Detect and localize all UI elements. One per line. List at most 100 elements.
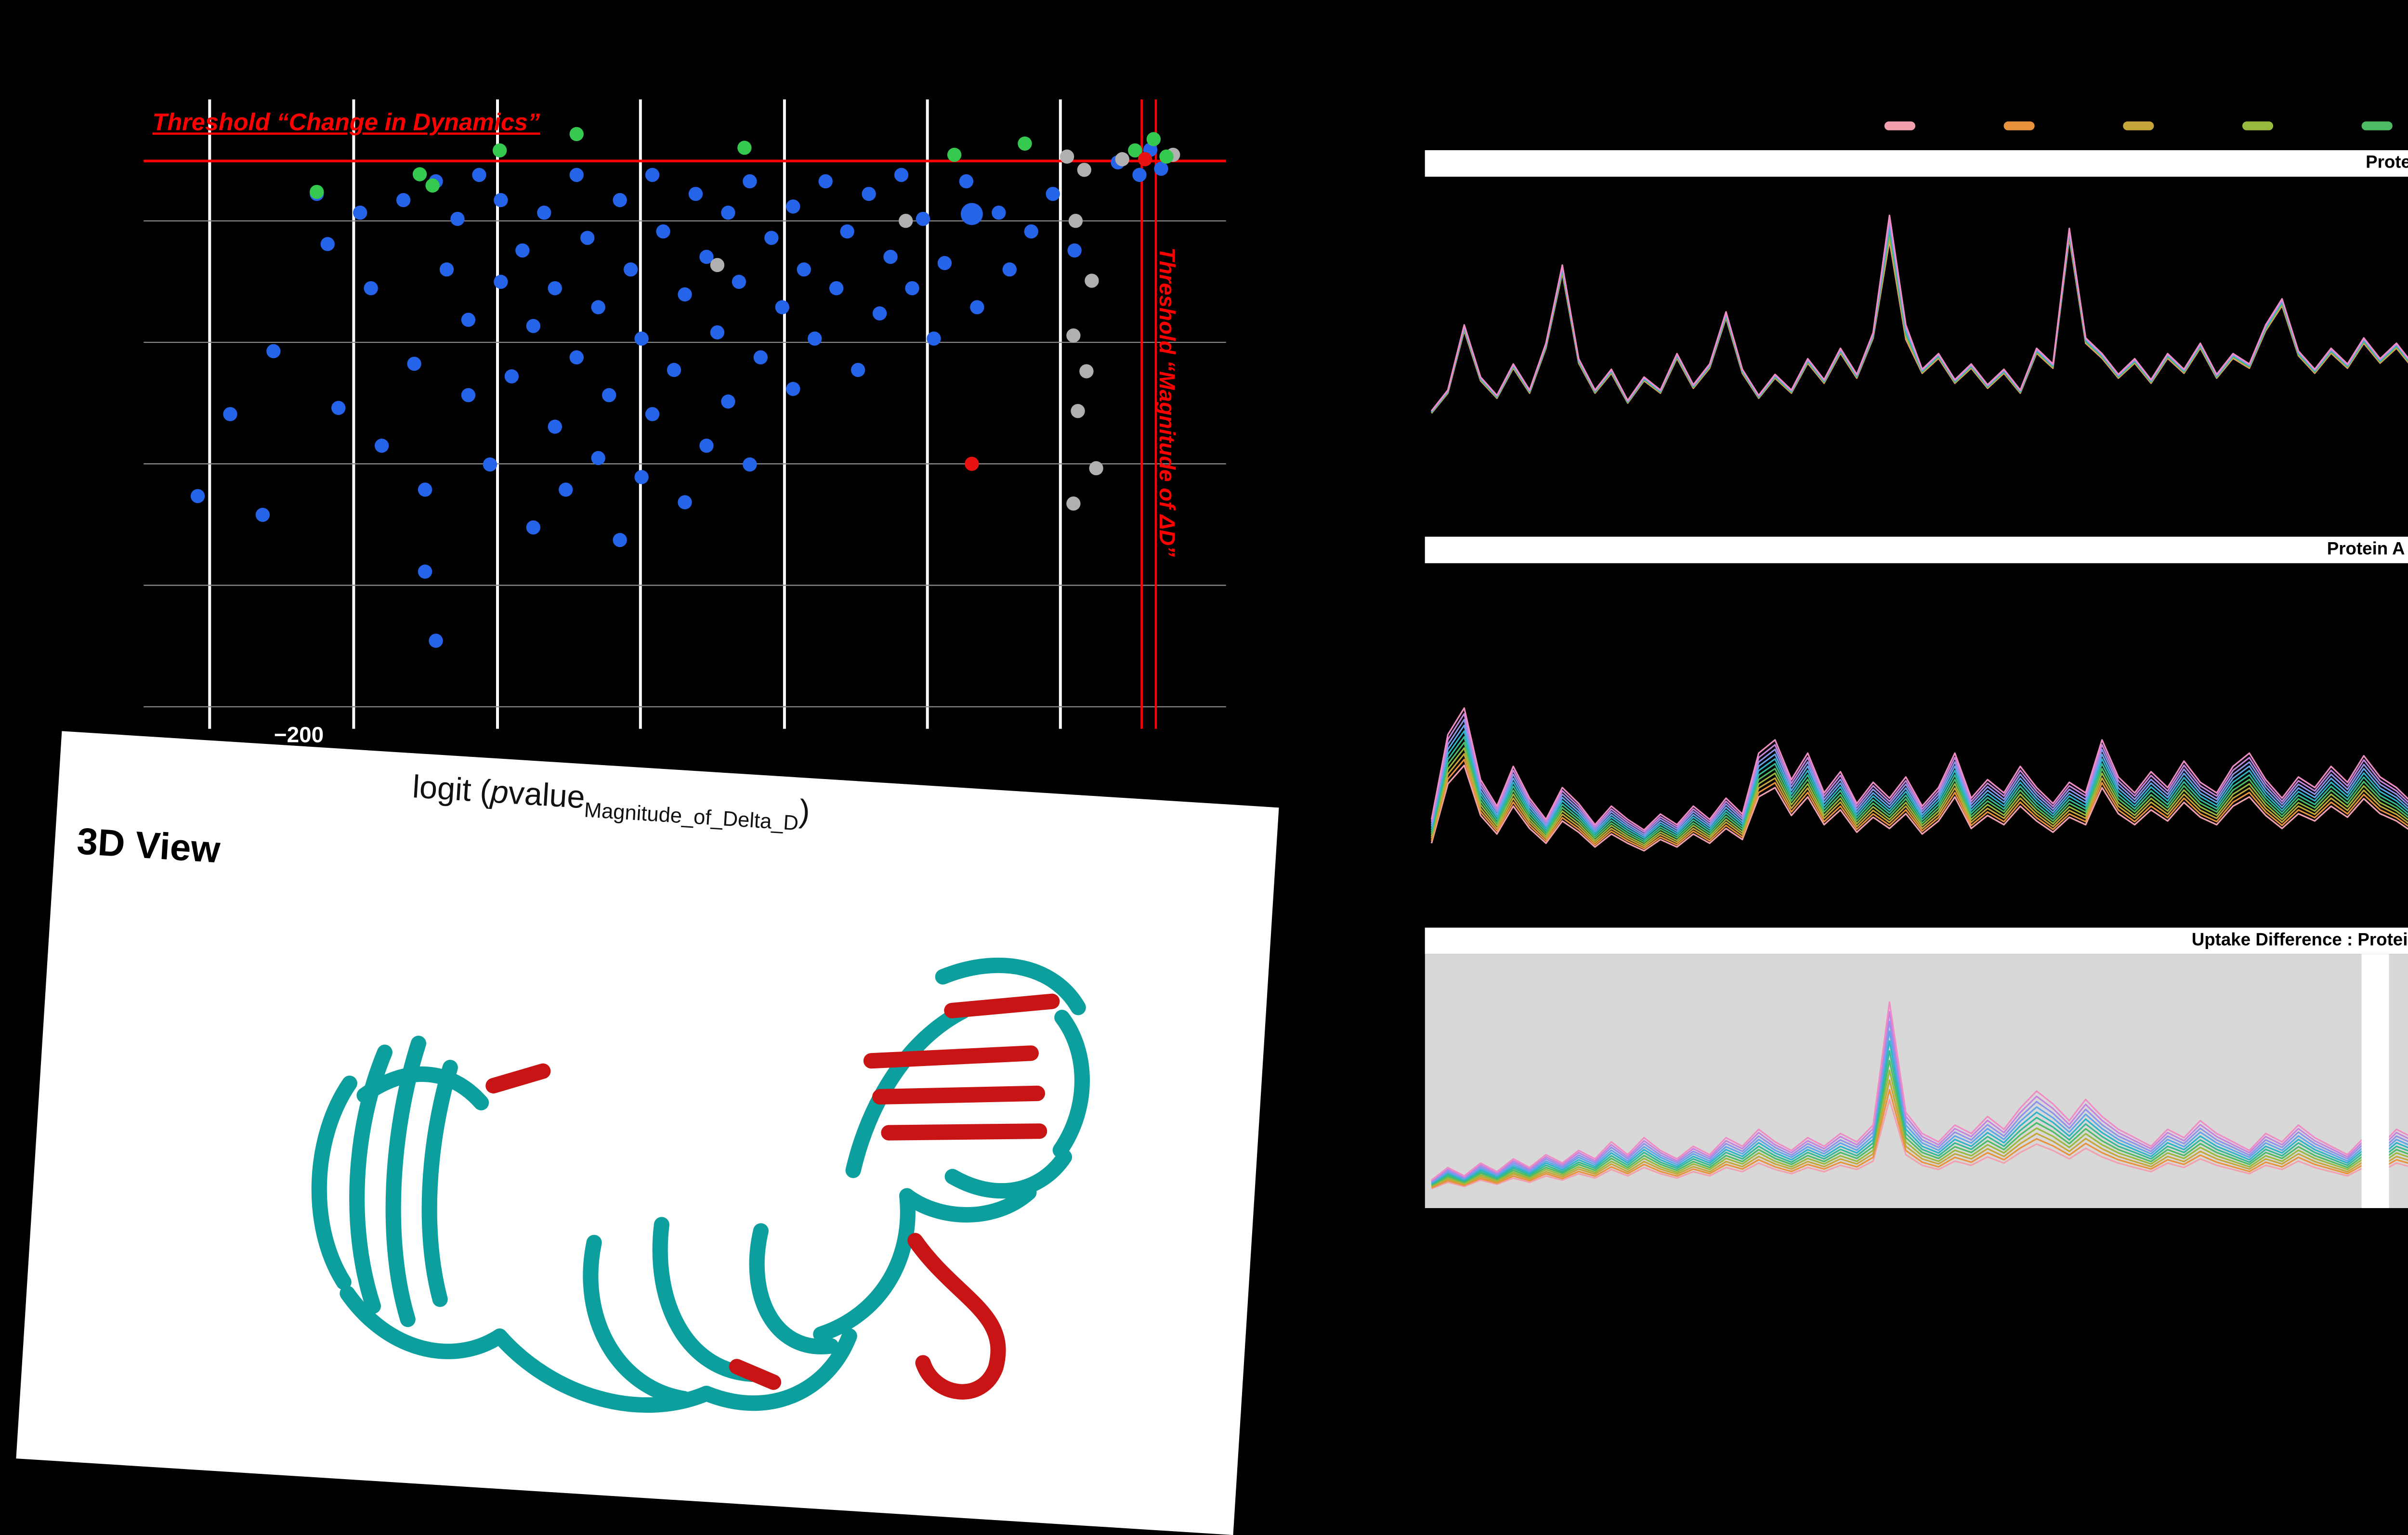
volcano-point-blue[interactable] xyxy=(407,356,421,371)
volcano-point-blue[interactable] xyxy=(634,331,649,346)
volcano-point-blue[interactable] xyxy=(515,243,530,258)
volcano-point-blue[interactable] xyxy=(472,168,486,182)
volcano-point-blue[interactable] xyxy=(1132,168,1147,182)
volcano-point-red[interactable] xyxy=(1138,152,1152,167)
volcano-point-blue[interactable] xyxy=(223,407,237,421)
uptake-series-line[interactable] xyxy=(1431,227,2408,426)
uptake-series-line[interactable] xyxy=(1430,682,2408,844)
volcano-point-green[interactable] xyxy=(425,178,440,193)
volcano-point-gray[interactable] xyxy=(1115,152,1129,167)
volcano-point-blue[interactable] xyxy=(894,168,909,182)
volcano-point-gray[interactable] xyxy=(1077,163,1092,177)
volcano-point-blue[interactable] xyxy=(602,388,616,403)
volcano-point-gray[interactable] xyxy=(1085,273,1099,288)
volcano-point-blue[interactable] xyxy=(645,407,660,421)
volcano-point-gray[interactable] xyxy=(1079,364,1094,378)
volcano-point-blue[interactable] xyxy=(743,457,757,472)
uptake-series-line[interactable] xyxy=(1431,1089,2408,1189)
volcano-point-blue[interactable] xyxy=(613,533,627,547)
volcano-point-blue[interactable] xyxy=(1024,224,1038,239)
uptake-series-line[interactable] xyxy=(1431,1060,2408,1186)
volcano-point-green[interactable] xyxy=(1018,136,1032,151)
volcano-point-blue[interactable] xyxy=(559,482,573,497)
volcano-point-blue[interactable] xyxy=(580,231,595,245)
uptake-series-line[interactable] xyxy=(1430,650,2408,835)
volcano-point-blue[interactable] xyxy=(461,312,476,327)
volcano-point-blue[interactable] xyxy=(569,168,584,182)
uptake-series-line[interactable] xyxy=(1431,220,2408,412)
volcano-point-green[interactable] xyxy=(1146,132,1161,146)
volcano-point-blue[interactable] xyxy=(818,174,833,189)
volcano-point-gray[interactable] xyxy=(1066,496,1081,511)
volcano-point-blue-large[interactable] xyxy=(960,203,983,225)
uptake-series-line[interactable] xyxy=(1431,214,2408,412)
volcano-point-blue[interactable] xyxy=(937,256,952,271)
uptake-series-line[interactable] xyxy=(1431,230,2408,432)
volcano-point-blue[interactable] xyxy=(688,187,703,201)
uptake-series-line[interactable] xyxy=(1431,222,2408,414)
volcano-point-blue[interactable] xyxy=(959,174,974,189)
volcano-point-blue[interactable] xyxy=(190,489,205,503)
uptake-series-line[interactable] xyxy=(1431,1050,2408,1185)
volcano-point-blue[interactable] xyxy=(1154,161,1168,176)
uptake-series-line[interactable] xyxy=(1431,1001,2408,1181)
legend-swatch-2[interactable] xyxy=(2003,121,2035,130)
volcano-point-blue[interactable] xyxy=(569,350,584,364)
uptake-series-line[interactable] xyxy=(1431,1020,2408,1183)
volcano-point-blue[interactable] xyxy=(494,274,508,289)
volcano-point-blue[interactable] xyxy=(786,199,800,214)
uptake-difference-chart[interactable] xyxy=(1425,954,2408,1209)
volcano-point-blue[interactable] xyxy=(613,193,627,208)
volcano-point-gray[interactable] xyxy=(1089,461,1103,476)
volcano-point-blue[interactable] xyxy=(374,438,389,453)
volcano-point-green[interactable] xyxy=(1128,143,1142,158)
uptake-series-line[interactable] xyxy=(1430,666,2408,839)
volcano-point-green[interactable] xyxy=(1159,149,1174,164)
volcano-point-blue[interactable] xyxy=(494,193,508,208)
volcano-point-blue[interactable] xyxy=(883,249,898,264)
volcano-point-blue[interactable] xyxy=(548,281,562,296)
volcano-point-red[interactable] xyxy=(965,456,979,471)
uptake-series-line[interactable] xyxy=(1430,642,2408,833)
volcano-point-blue[interactable] xyxy=(656,224,670,239)
volcano-point-blue[interactable] xyxy=(927,331,941,346)
volcano-point-blue[interactable] xyxy=(743,174,757,189)
volcano-point-blue[interactable] xyxy=(591,451,605,466)
uptake-series-line[interactable] xyxy=(1430,689,2408,846)
volcano-point-blue[interactable] xyxy=(732,274,746,289)
volcano-point-blue[interactable] xyxy=(829,281,844,296)
volcano-point-blue[interactable] xyxy=(699,438,714,453)
protein-ribbon-3d[interactable] xyxy=(139,862,1145,1496)
volcano-point-blue[interactable] xyxy=(396,193,411,208)
volcano-point-blue[interactable] xyxy=(591,300,605,314)
volcano-scatter-chart[interactable] xyxy=(144,99,1226,729)
volcano-point-blue[interactable] xyxy=(439,262,454,277)
volcano-point-gray[interactable] xyxy=(710,258,725,273)
volcano-point-blue[interactable] xyxy=(266,344,281,359)
volcano-point-blue[interactable] xyxy=(872,306,887,321)
volcano-point-blue[interactable] xyxy=(429,634,443,648)
legend-swatch-1[interactable] xyxy=(1884,121,1916,130)
uptake-series-line[interactable] xyxy=(1431,1011,2408,1182)
volcano-point-blue[interactable] xyxy=(992,206,1006,220)
volcano-point-green[interactable] xyxy=(737,141,752,155)
volcano-point-blue[interactable] xyxy=(1067,243,1082,258)
uptake-series-line[interactable] xyxy=(1430,714,2408,852)
volcano-point-blue[interactable] xyxy=(764,231,779,245)
volcano-point-blue[interactable] xyxy=(450,211,465,226)
volcano-point-blue[interactable] xyxy=(418,482,432,497)
volcano-point-blue[interactable] xyxy=(678,287,692,302)
volcano-point-green[interactable] xyxy=(492,143,507,158)
uptake-series-line[interactable] xyxy=(1430,705,2408,849)
uptake-series-line[interactable] xyxy=(1430,698,2408,847)
volcano-point-blue[interactable] xyxy=(353,206,367,220)
volcano-point-blue[interactable] xyxy=(320,237,335,251)
volcano-point-gray[interactable] xyxy=(1060,149,1074,164)
volcano-point-blue[interactable] xyxy=(862,187,876,201)
volcano-point-blue[interactable] xyxy=(364,281,378,296)
volcano-point-blue[interactable] xyxy=(461,388,476,403)
volcano-point-blue[interactable] xyxy=(526,520,541,535)
legend-swatch-4[interactable] xyxy=(2242,121,2274,130)
uptake-series-line[interactable] xyxy=(1431,217,2408,412)
volcano-point-blue[interactable] xyxy=(548,419,562,434)
